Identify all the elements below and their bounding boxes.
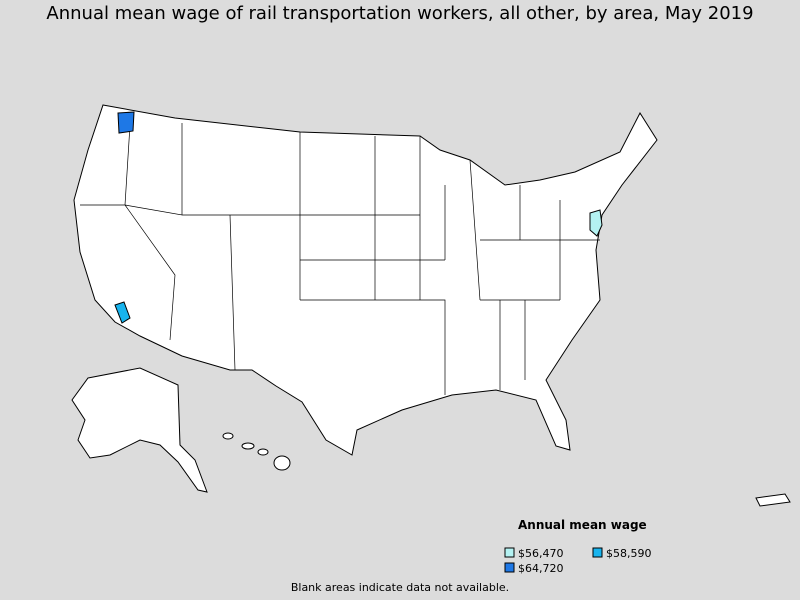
state-borders bbox=[80, 123, 600, 395]
contiguous-us bbox=[73, 104, 658, 456]
us-map bbox=[71, 104, 791, 507]
legend: $56,470 $58,590 $64,720 bbox=[504, 547, 652, 575]
hawaii bbox=[222, 432, 291, 471]
legend-label: $64,720 bbox=[518, 562, 564, 575]
legend-swatch bbox=[504, 562, 515, 573]
highlighted-area bbox=[117, 111, 135, 134]
legend-swatch bbox=[592, 547, 603, 558]
puerto-rico bbox=[755, 493, 791, 507]
legend-label: $58,590 bbox=[606, 547, 652, 560]
highlighted-areas bbox=[114, 111, 603, 324]
highlighted-area bbox=[589, 209, 603, 237]
legend-swatch bbox=[504, 547, 515, 558]
map-title: Annual mean wage of rail transportation … bbox=[46, 3, 753, 24]
alaska bbox=[71, 367, 208, 493]
highlighted-area bbox=[114, 301, 131, 324]
footnote: Blank areas indicate data not available. bbox=[291, 581, 509, 594]
legend-label: $56,470 bbox=[518, 547, 564, 560]
legend-title: Annual mean wage bbox=[518, 518, 647, 532]
